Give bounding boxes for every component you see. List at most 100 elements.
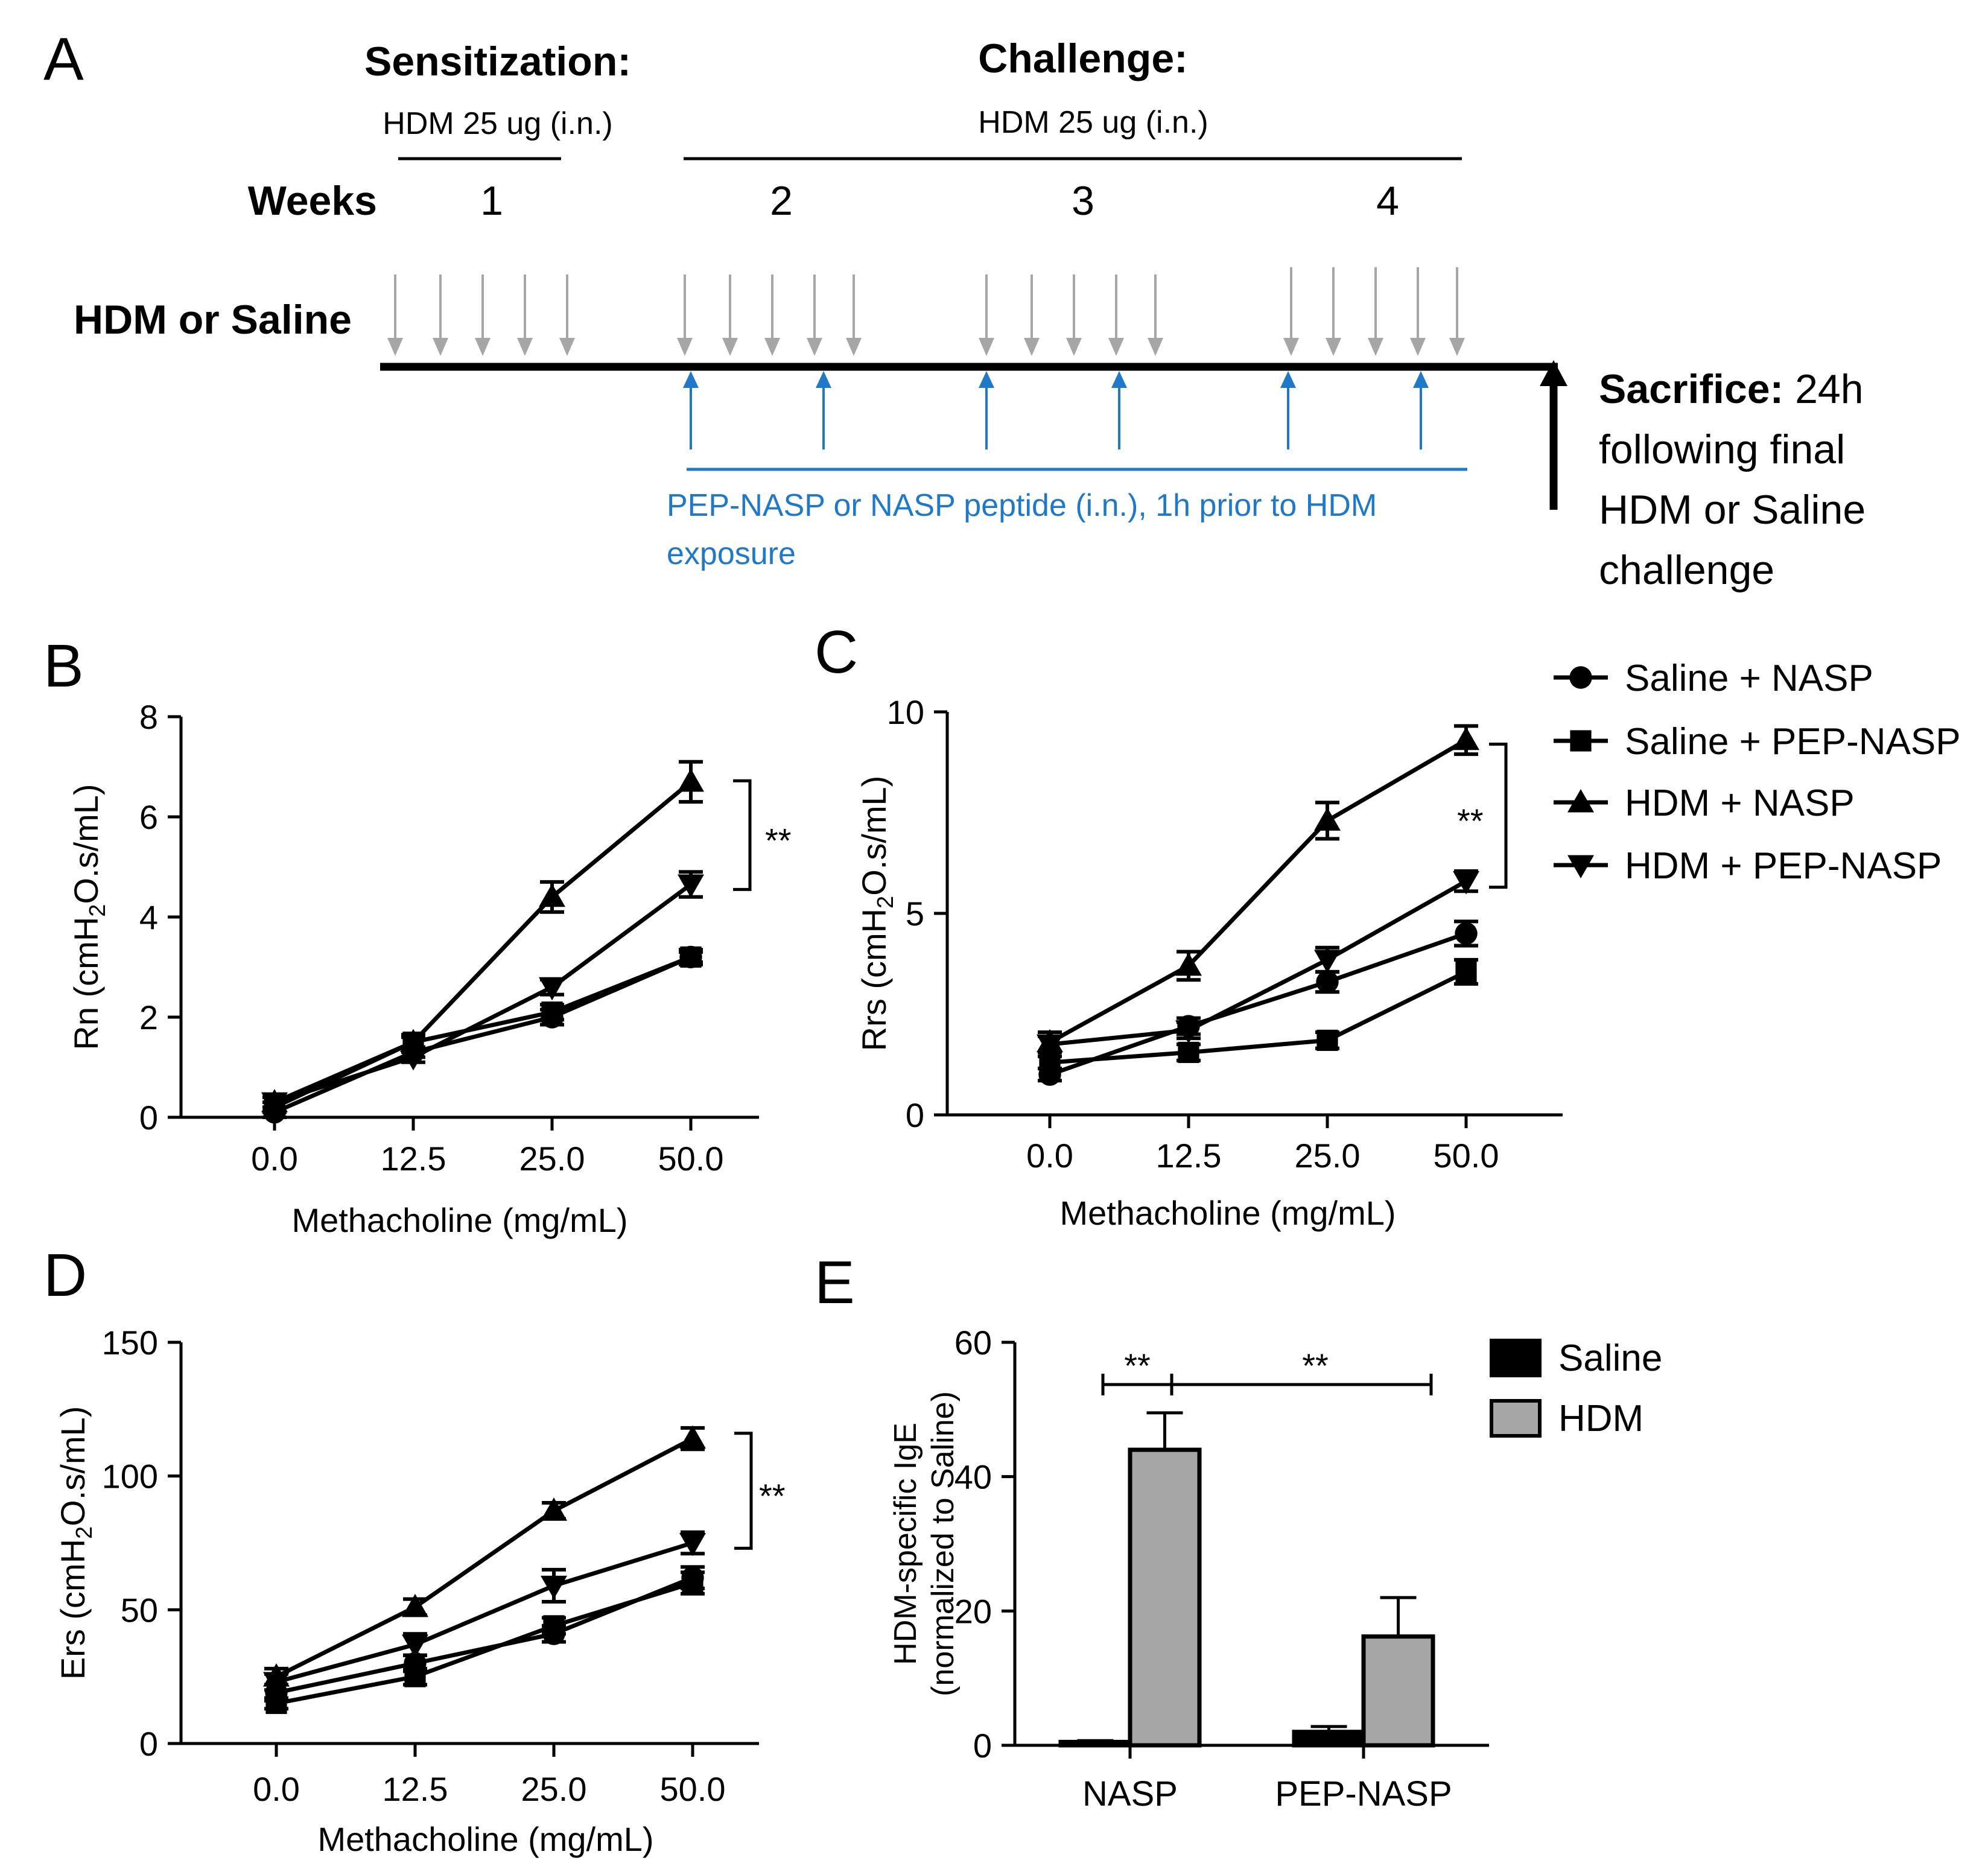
legend-label: Saline [1558, 1337, 1662, 1379]
chart-d-series-line [276, 1575, 694, 1695]
chart-d-x-tick-label: 0.0 [253, 1770, 300, 1808]
peptide-text-line1: PEP-NASP or NASP peptide (i.n.), 1h prio… [667, 488, 1377, 523]
dose-arrow-head [475, 338, 491, 356]
chart-b-series-line [273, 955, 692, 1114]
chart-e-error-bar [1310, 1725, 1347, 1732]
legend-label: Saline + NASP [1625, 658, 1873, 699]
panel-label-a: A [43, 25, 84, 93]
legend-marker-triangle-down [1567, 855, 1594, 878]
dose-arrow-head [1024, 338, 1040, 356]
chart-c-series-circle [1038, 919, 1478, 1086]
chart-b-y-tick-label: 6 [139, 798, 158, 836]
chart-d-x-tick-label: 25.0 [521, 1770, 587, 1808]
chart-b-significance-bracket [733, 779, 752, 891]
chart-d-point [679, 1425, 706, 1449]
chart-c-x-tick-label: 0.0 [1026, 1137, 1073, 1175]
dose-arrow-head [1108, 338, 1124, 356]
chart-e-error-bar [1380, 1596, 1417, 1637]
dose-arrow-head [979, 338, 994, 356]
peptide-text-line2: exposure [667, 536, 796, 571]
chart-c-point [1175, 952, 1202, 976]
chart-d-point [402, 1634, 428, 1658]
chart-c-y-tick-label: 10 [887, 693, 924, 731]
chart-d-x-tick-label: 12.5 [383, 1770, 448, 1808]
dose-arrow-head [433, 338, 448, 356]
chart-b-point [541, 1001, 563, 1023]
chart-e-x-tick-label: PEP-NASP [1275, 1774, 1452, 1813]
chart-e-y-tick-label: 20 [954, 1592, 992, 1630]
chart-d-point [679, 1533, 706, 1556]
chart-d-series-line [275, 1436, 694, 1679]
chart-d-point [263, 1672, 290, 1696]
chart-e-y-tick-label: 40 [954, 1458, 992, 1496]
chart-e-bar-hdm [1361, 1634, 1435, 1748]
chart-e-y-tick-label: 60 [954, 1324, 992, 1362]
chart-c-rrs: 0 5 10 0.0 12.5 25.0 50.0 Methacholine (mg/mL) R… [855, 693, 1563, 1232]
chart-c-significance-bracket [1489, 742, 1508, 889]
peptide-arrow-head [979, 371, 994, 388]
chart-b-x-axis-label: Methacholine (mg/mL) [291, 1201, 627, 1239]
panel-a-timeline: A Sensitization: HDM 25 ug (i.n.) Challe… [43, 25, 1866, 593]
chart-b-y-tick-label: 0 [139, 1099, 158, 1137]
chart-c-y-tick-label: 0 [906, 1096, 924, 1134]
chart-b-point [678, 874, 704, 898]
chart-c-series-line [1049, 931, 1467, 1077]
chart-e-bar-saline [1058, 1739, 1132, 1748]
sacrifice-line2: following final [1599, 427, 1845, 472]
dose-arrow-head [807, 338, 822, 356]
peptide-arrow-head [816, 371, 831, 388]
chart-b-point [539, 977, 565, 1001]
chart-d-point [265, 1692, 287, 1715]
week-4: 4 [1376, 178, 1399, 224]
chart-d-series-triangle-down [263, 1530, 706, 1696]
peptide-arrow-head [1413, 371, 1429, 388]
dose-arrow-head [1368, 338, 1383, 356]
panel-label-b: B [43, 632, 84, 700]
week-3: 3 [1072, 178, 1094, 224]
chart-b-point [539, 883, 565, 907]
chart-b-series-line [273, 955, 692, 1109]
chart-c-series-line [1049, 879, 1467, 1047]
chart-c-x-tick-label: 50.0 [1434, 1137, 1499, 1175]
chart-b-point [400, 1029, 427, 1052]
chart-b-y-tick-label: 2 [139, 998, 158, 1036]
dose-arrows [387, 267, 1465, 356]
peptide-arrow-head [683, 371, 699, 388]
dose-arrow-head [677, 338, 693, 356]
chart-e-error-bar [1077, 1739, 1114, 1742]
dose-arrow-head [1449, 338, 1465, 356]
chart-b-x-tick-label: 25.0 [519, 1140, 585, 1178]
chart-e-significance-label: ** [1124, 1347, 1151, 1385]
chart-e-bar-hdm [1128, 1447, 1202, 1748]
chart-c-point [1316, 1029, 1338, 1052]
chart-d-series-circle [264, 1565, 705, 1704]
legend-marker-circle [1569, 666, 1592, 689]
legend-bar-chart: Saline HDM [1490, 1337, 1662, 1439]
chart-d-y-axis-label: Ers (cmH2O.s/mL) [54, 1406, 97, 1680]
legend-marker-square [1570, 730, 1592, 752]
legend-marker-triangle-up [1567, 789, 1594, 813]
legend-label: HDM + PEP-NASP [1625, 845, 1942, 887]
chart-d-y-tick-label: 100 [102, 1458, 158, 1496]
chart-c-y-axis-label: Rrs (cmH2O.s/mL) [855, 776, 898, 1052]
dose-arrow-head [1066, 338, 1082, 356]
chart-d-series-square [264, 1570, 705, 1715]
sacrifice-arrow-head [1540, 360, 1567, 386]
legend-line-charts: Saline + NASP Saline + PEP-NASP HDM + NASP… [1554, 658, 1961, 887]
chart-c-point [1314, 950, 1341, 973]
chart-d-significance-label: ** [759, 1477, 786, 1515]
sensitization-dose: HDM 25 ug (i.n.) [383, 106, 612, 141]
chart-d-point [541, 1497, 567, 1521]
dose-arrow-head [846, 338, 862, 356]
chart-d-point [682, 1572, 703, 1594]
chart-c-point [1453, 726, 1479, 750]
chart-b-series-line [273, 883, 693, 1105]
challenge-label: Challenge: [978, 36, 1188, 81]
chart-c-point [1316, 970, 1339, 994]
chart-b-x-tick-label: 0.0 [251, 1140, 298, 1178]
challenge-dose: HDM 25 ug (i.n.) [978, 105, 1208, 140]
chart-c-series-triangle-down [1037, 869, 1479, 1058]
chart-e-significance-line [1101, 1374, 1433, 1395]
